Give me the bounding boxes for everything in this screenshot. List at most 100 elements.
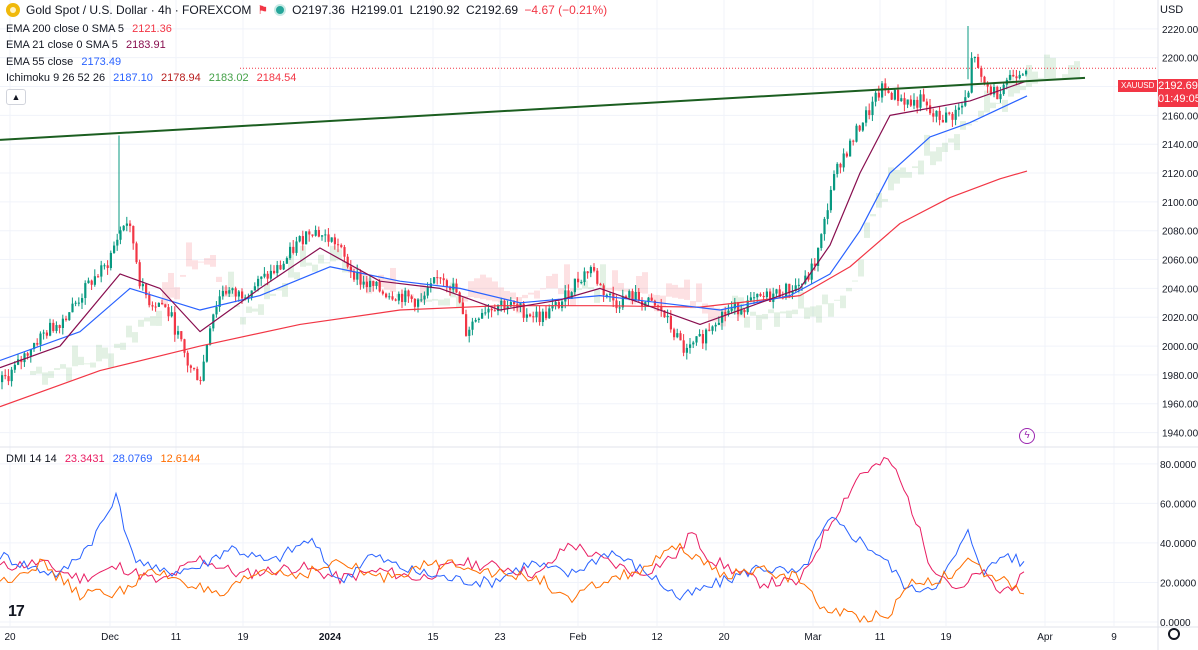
candle-body	[61, 318, 64, 328]
candle-body	[10, 369, 13, 382]
candle-body	[97, 276, 100, 278]
cloud-segment	[978, 110, 984, 117]
cloud-segment	[108, 353, 114, 368]
candle-body	[327, 234, 330, 242]
candle-body	[813, 263, 816, 266]
cloud-segment	[810, 306, 816, 317]
cloud-segment	[174, 287, 180, 300]
cloud-segment	[666, 283, 672, 297]
candle-body	[359, 271, 362, 285]
legend-ema200[interactable]: EMA 200 close 0 SMA 5 2121.36	[6, 21, 172, 37]
legend-dmi[interactable]: DMI 14 14 23.3431 28.0769 12.6144	[6, 451, 200, 467]
candle-body	[7, 376, 10, 382]
candle-body	[215, 306, 218, 315]
candle-body	[973, 56, 976, 59]
candle-body	[522, 303, 525, 318]
candle-body	[337, 244, 340, 246]
candle-body	[551, 304, 554, 309]
candle-body	[186, 352, 189, 366]
flag-icon[interactable]: ⚑	[257, 3, 269, 17]
cloud-segment	[1026, 64, 1032, 87]
candle-body	[125, 223, 128, 226]
legend-ema21[interactable]: EMA 21 close 0 SMA 5 2183.91	[6, 37, 166, 53]
cloud-segment	[180, 274, 186, 277]
candle-body	[967, 92, 970, 98]
collapse-legend-button[interactable]: ▲	[6, 89, 26, 105]
cloud-segment	[144, 317, 150, 322]
candle-body	[445, 280, 448, 287]
cloud-segment	[798, 291, 804, 309]
candle-body	[17, 359, 20, 365]
cloud-segment	[618, 283, 624, 292]
candlestick-series	[1, 25, 1028, 390]
candle-body	[407, 290, 410, 297]
cloud-segment	[762, 314, 768, 320]
cloud-segment	[234, 305, 240, 308]
cloud-segment	[84, 363, 90, 365]
tradingview-logo-icon[interactable]: 17	[8, 603, 25, 620]
candle-body	[385, 293, 388, 298]
candle-body	[676, 333, 679, 338]
legend-label: Ichimoku 9 26 52 26	[6, 72, 106, 84]
candle-body	[913, 99, 916, 106]
price-tick-label: 1960.00	[1162, 400, 1198, 411]
candle-body	[29, 349, 32, 356]
candle-body	[865, 110, 868, 123]
candle-body	[39, 333, 42, 345]
candle-body	[77, 302, 80, 304]
legend-ichimoku[interactable]: Ichimoku 9 26 52 26 2187.10 2178.94 2183…	[6, 70, 296, 86]
currency-label[interactable]: USD	[1160, 4, 1184, 16]
candle-body	[823, 218, 826, 235]
candle-body	[317, 229, 320, 237]
cloud-segment	[168, 272, 174, 298]
last-price: 2192.69	[1158, 80, 1198, 92]
candle-body	[679, 333, 682, 341]
candle-body	[474, 319, 477, 322]
cloud-segment	[846, 287, 852, 292]
candle-body	[874, 92, 877, 102]
candle-body	[301, 236, 304, 245]
cloud-segment	[552, 273, 558, 289]
candle-body	[989, 86, 992, 95]
cloud-segment	[42, 372, 48, 385]
candle-body	[477, 318, 480, 320]
candle-body	[484, 312, 487, 314]
cloud-segment	[858, 259, 864, 277]
cloud-segment	[942, 142, 948, 152]
symbol-title[interactable]: Gold Spot / U.S. Dollar · 4h · FOREXCOM	[26, 3, 252, 17]
legend-ema55[interactable]: EMA 55 close 2173.49	[6, 54, 121, 70]
candle-body	[548, 308, 551, 319]
candle-body	[292, 246, 295, 253]
time-tick-label: 20	[718, 632, 730, 643]
candle-body	[884, 83, 887, 91]
lightning-icon[interactable]: ϟ	[1019, 428, 1035, 444]
candle-body	[173, 312, 176, 335]
candle-body	[986, 83, 989, 87]
candle-body	[295, 241, 298, 253]
candle-body	[599, 283, 602, 286]
candle-body	[583, 271, 586, 283]
cloud-segment	[66, 367, 72, 382]
candle-body	[545, 311, 548, 319]
cloud-segment	[30, 370, 36, 375]
candle-body	[970, 58, 973, 93]
time-tick-label: 19	[237, 632, 249, 643]
candle-body	[980, 67, 983, 77]
cloud-segment	[504, 290, 510, 302]
cloud-segment	[1020, 85, 1026, 91]
candle-body	[666, 315, 669, 318]
cloud-segment	[642, 272, 648, 294]
candle-body	[673, 329, 676, 338]
candle-body	[954, 109, 957, 120]
last-price-tag: 2192.69 01:49:05	[1158, 79, 1198, 107]
cloud-segment	[696, 283, 702, 303]
cloud-segment	[948, 138, 954, 143]
candle-body	[138, 262, 141, 287]
candle-body	[615, 300, 618, 309]
time-tick-label: 11	[171, 632, 182, 643]
cloud-segment	[990, 102, 996, 109]
candle-body	[932, 113, 935, 117]
gear-icon[interactable]	[1168, 628, 1180, 640]
candle-body	[689, 344, 692, 348]
